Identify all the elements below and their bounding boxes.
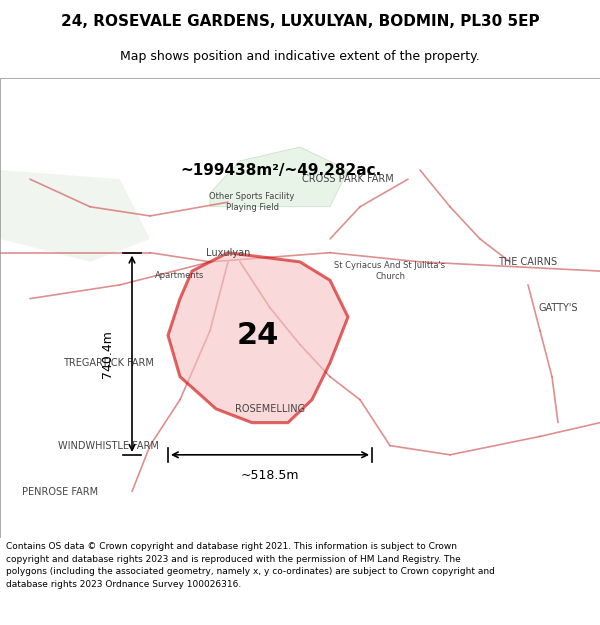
Text: TREGARTICK FARM: TREGARTICK FARM — [62, 358, 154, 368]
Text: 740.4m: 740.4m — [101, 330, 114, 378]
Text: PENROSE FARM: PENROSE FARM — [22, 486, 98, 496]
Text: WINDWHISTLE FARM: WINDWHISTLE FARM — [58, 441, 158, 451]
Text: ~199438m²/~49.282ac.: ~199438m²/~49.282ac. — [180, 162, 381, 177]
Text: Map shows position and indicative extent of the property.: Map shows position and indicative extent… — [120, 50, 480, 62]
Text: Apartments: Apartments — [155, 271, 205, 280]
Polygon shape — [0, 170, 150, 262]
Text: THE CAIRNS: THE CAIRNS — [499, 257, 557, 267]
Polygon shape — [210, 147, 348, 207]
Text: 24: 24 — [237, 321, 279, 350]
Text: St Cyriacus And St Julitta's
Church: St Cyriacus And St Julitta's Church — [334, 261, 446, 281]
Text: GATTY'S: GATTY'S — [538, 302, 578, 312]
Text: Other Sports Facility
Playing Field: Other Sports Facility Playing Field — [209, 192, 295, 212]
Text: ~518.5m: ~518.5m — [241, 469, 299, 482]
Text: 24, ROSEVALE GARDENS, LUXULYAN, BODMIN, PL30 5EP: 24, ROSEVALE GARDENS, LUXULYAN, BODMIN, … — [61, 14, 539, 29]
Text: CROSS PARK FARM: CROSS PARK FARM — [302, 174, 394, 184]
Text: ROSEMELLING: ROSEMELLING — [235, 404, 305, 414]
Text: Luxulyan: Luxulyan — [206, 248, 250, 258]
Polygon shape — [168, 253, 348, 422]
Text: Contains OS data © Crown copyright and database right 2021. This information is : Contains OS data © Crown copyright and d… — [6, 542, 495, 589]
